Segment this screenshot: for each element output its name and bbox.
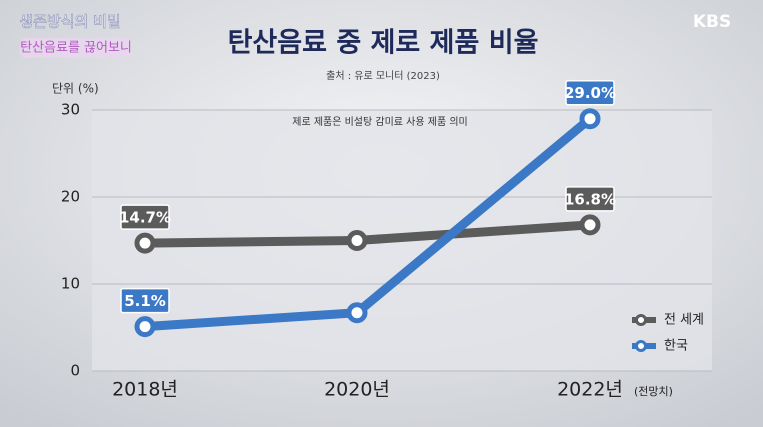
value-label: 29.0% — [564, 84, 616, 102]
brand: KBS — [693, 12, 731, 32]
point — [134, 232, 156, 254]
point — [346, 230, 368, 251]
x-tick-label: 2020년 — [324, 379, 390, 401]
episode: 탄산음료를 끊어보니 — [20, 41, 132, 56]
legend-marker — [635, 340, 647, 352]
y-tick-label: 10 — [61, 275, 80, 293]
x-tick-label: 2018년 — [112, 379, 178, 401]
y-tick-label: 30 — [61, 101, 80, 119]
point — [134, 316, 156, 338]
y-axis-label: 단위 (%) — [52, 82, 99, 96]
point — [579, 214, 601, 236]
value-label: 16.8% — [564, 190, 616, 208]
point — [579, 108, 601, 130]
annotation: 제로 제품은 비설탕 감미료 사용 제품 의미 — [292, 116, 467, 128]
subtitle: 출처 : 유로 모니터 (2023) — [326, 70, 440, 82]
value-label-box — [565, 186, 615, 212]
value-label-box — [120, 204, 170, 230]
x-note: (전망치) — [634, 385, 673, 398]
value-label-box — [120, 287, 170, 314]
point — [346, 302, 368, 324]
value-label: 14.7% — [119, 209, 171, 227]
legend-marker — [635, 314, 647, 326]
value-label: 5.1% — [124, 292, 166, 310]
y-tick-label: 20 — [61, 188, 80, 206]
program-logo: 생존방식의 비밀 — [19, 13, 120, 31]
value-label-box — [565, 79, 615, 106]
legend-label: 한국 — [664, 339, 688, 354]
chart-title: 탄산음료 중 제로 제품 비율 — [228, 28, 539, 59]
y-tick-label: 0 — [70, 362, 80, 380]
episode-box — [20, 38, 132, 58]
x-tick-label: 2022년 — [557, 379, 623, 401]
legend-label: 전 세계 — [664, 313, 704, 328]
